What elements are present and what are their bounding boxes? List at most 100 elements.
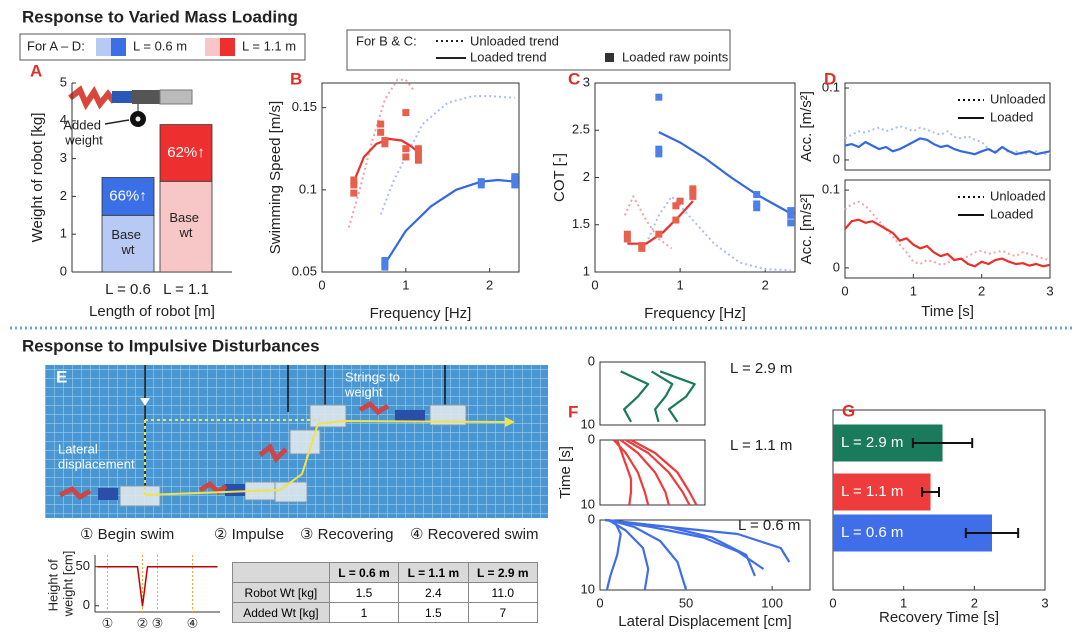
y-axis-label: COT [-]	[551, 153, 568, 202]
x-axis-label: Frequency [Hz]	[644, 305, 746, 322]
raw-point	[753, 191, 761, 199]
x-tick-label: 2	[971, 595, 978, 610]
table-cell: L = 0.6 m	[328, 562, 400, 583]
x-axis-label: Recovery Time [s]	[879, 609, 999, 626]
y-tick-label: 5	[60, 74, 67, 89]
bar-label: L = 1.1 m	[841, 483, 903, 500]
plot-frame	[599, 519, 811, 591]
legend-swatch	[205, 38, 220, 56]
y-tick-label: 1.5	[572, 216, 590, 231]
series-line	[659, 370, 696, 423]
photo-label: Lateral displacement	[58, 442, 135, 472]
x-tick-label: L = 1.1	[163, 281, 209, 298]
plot-label: L = 2.9 m	[730, 360, 792, 377]
raw-point	[638, 242, 646, 250]
x-tick-label: 100	[761, 595, 783, 610]
raw-point	[381, 137, 389, 145]
raw-point	[787, 207, 795, 215]
series-line	[379, 95, 515, 215]
raw-point	[689, 192, 697, 200]
x-tick-label: 50	[679, 595, 693, 610]
raw-point	[676, 197, 684, 205]
raw-point	[655, 230, 663, 238]
error-bar	[921, 487, 940, 497]
x-tick-label: 3	[1046, 283, 1053, 298]
bar-segment	[159, 180, 213, 273]
series-line	[658, 131, 792, 215]
x-tick-label: 0	[841, 283, 848, 298]
raw-point	[402, 153, 410, 161]
raw-point	[511, 173, 519, 181]
legend-entry: Loaded raw points	[622, 49, 729, 64]
x-axis-label: Lateral Displacement [cm]	[618, 613, 791, 630]
raw-point	[414, 150, 422, 158]
x-axis-label: Length of robot [m]	[89, 303, 215, 320]
raw-point	[381, 256, 389, 264]
series-line	[605, 519, 622, 591]
series-line	[844, 218, 1051, 268]
series-line	[616, 439, 633, 506]
x-tick-label: 1	[402, 277, 409, 292]
section-title: Response to Varied Mass Loading	[22, 7, 298, 26]
series-line	[623, 195, 673, 250]
raw-point	[623, 235, 631, 243]
bar-segment	[101, 177, 155, 216]
table-cell: L = 1.1 m	[398, 562, 469, 583]
section-title: Response to Impulsive Disturbances	[22, 336, 320, 355]
x-tick-label: 0	[318, 277, 325, 292]
raw-point	[377, 120, 385, 128]
raw-point	[655, 93, 663, 101]
x-tick-label: 2	[486, 277, 493, 292]
bar-label: L = 2.9 m	[841, 434, 903, 451]
y-tick-label: 0	[588, 431, 595, 446]
panel-letter: B	[290, 69, 302, 88]
step-label: ③ Recovering	[300, 526, 394, 543]
legend-entry: L = 1.1 m	[242, 38, 296, 53]
bar	[833, 473, 931, 511]
plot-label: L = 0.6 m	[738, 517, 800, 534]
bar-label: L = 0.6 m	[841, 524, 903, 541]
y-tick-label: 0	[60, 263, 67, 278]
error-bar	[964, 528, 1020, 538]
table-cell: Added Wt [kg]	[232, 602, 330, 623]
segment-label: 66%↑	[109, 187, 147, 204]
plot-frame	[321, 82, 520, 273]
series-line	[844, 137, 1051, 156]
raw-point	[787, 219, 795, 227]
series-line	[620, 439, 670, 506]
raw-point	[655, 150, 663, 158]
y-tick-label: 2	[583, 169, 590, 184]
x-tick-label: 1	[676, 277, 683, 292]
plot-frame	[844, 82, 1051, 171]
y-tick-label: 0.05	[292, 263, 317, 278]
y-tick-label: 2	[60, 188, 67, 203]
x-tick-label: 3	[1041, 595, 1048, 610]
series-line	[645, 195, 791, 272]
series-line	[352, 137, 420, 183]
x-tick-label: ③	[152, 615, 164, 630]
legend-entry: Unloaded trend	[470, 33, 559, 48]
raw-point	[672, 216, 680, 224]
panel-letter: A	[30, 61, 42, 80]
series-line	[620, 370, 650, 423]
y-axis-label: Acc. [m/s²]	[798, 194, 815, 265]
plot-frame	[599, 439, 706, 506]
legend-swatch	[111, 38, 126, 56]
raw-point	[689, 185, 697, 193]
x-tick-label: ④	[187, 615, 199, 630]
legend-entry: Loaded trend	[470, 49, 547, 64]
y-tick-label: 10	[581, 416, 595, 431]
y-tick-label: 50	[76, 558, 90, 573]
table-cell: Robot Wt [kg]	[232, 582, 330, 603]
x-tick-label: 1	[910, 283, 917, 298]
series-line	[612, 439, 650, 506]
table-cell: 1.5	[328, 582, 400, 603]
y-axis-label: Time [s]	[557, 446, 574, 499]
raw-point	[402, 145, 410, 153]
series-line	[630, 439, 698, 506]
y-tick-label: 10	[581, 496, 595, 511]
y-tick-label: 0	[833, 259, 840, 274]
